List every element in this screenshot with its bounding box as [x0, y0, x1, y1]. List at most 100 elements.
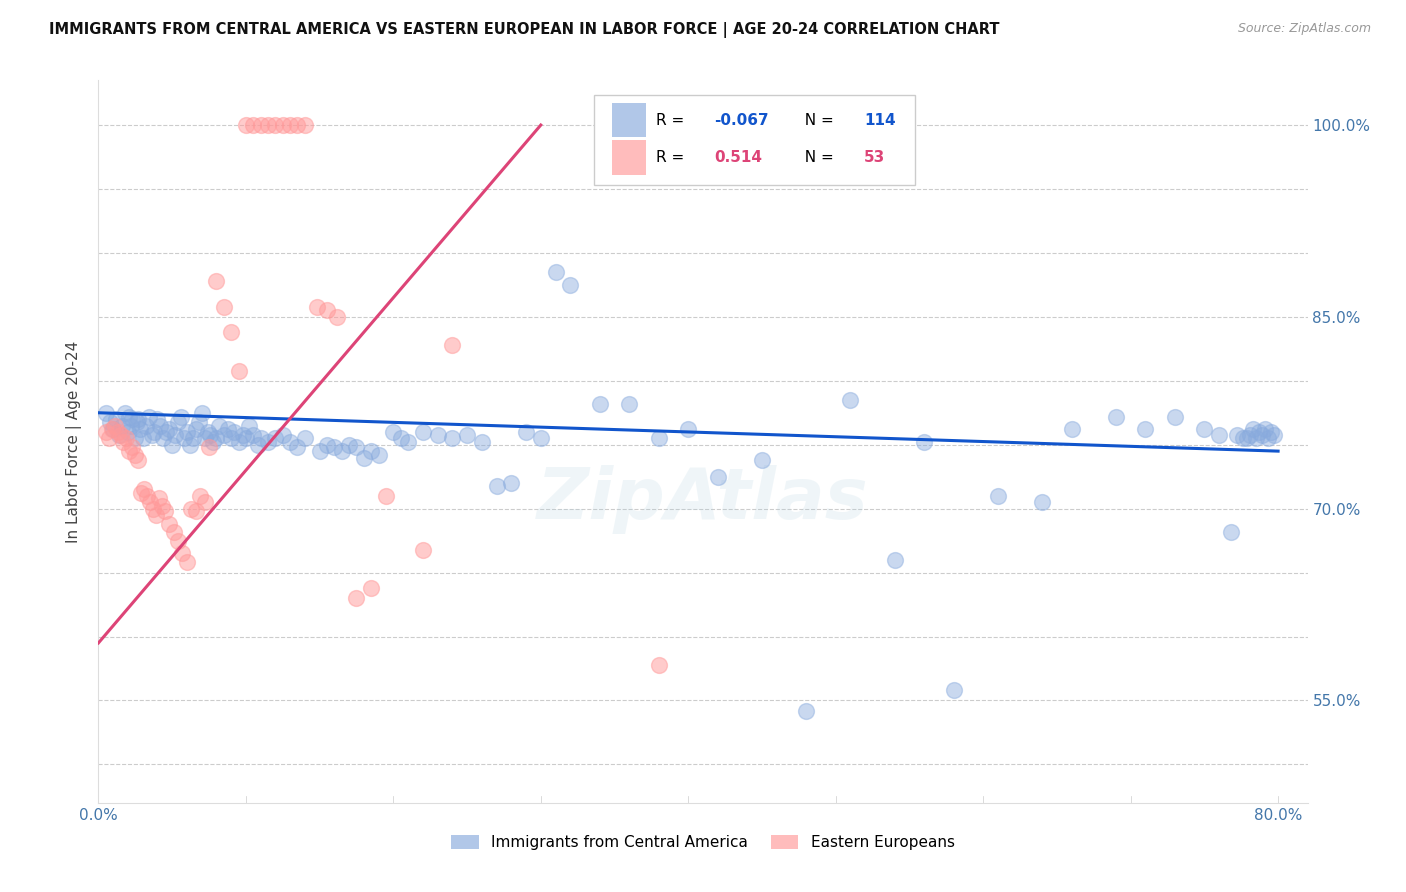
Point: [360, 581, 382, 595]
Point: [1236, 431, 1258, 445]
Point: [118, 409, 141, 424]
Point: [217, 422, 239, 436]
Point: [134, 483, 156, 497]
Point: [160, 438, 183, 452]
Point: [560, 277, 582, 292]
Point: [187, 415, 209, 429]
Point: [131, 431, 153, 445]
Point: [1105, 409, 1128, 424]
Point: [326, 310, 349, 324]
Point: [228, 435, 250, 450]
Point: [194, 495, 217, 509]
Point: [1060, 422, 1083, 436]
Point: [167, 415, 190, 429]
Point: [101, 422, 124, 436]
Text: R =: R =: [655, 150, 689, 165]
Point: [360, 444, 382, 458]
Point: [107, 425, 129, 439]
Point: [316, 303, 339, 318]
Point: [94, 406, 117, 420]
Point: [219, 431, 242, 445]
Point: [249, 431, 271, 445]
Point: [678, 422, 700, 436]
Point: [246, 438, 269, 452]
Point: [179, 438, 201, 452]
Point: [181, 431, 204, 445]
Point: [942, 683, 965, 698]
Point: [589, 397, 612, 411]
Point: [648, 431, 671, 445]
Point: [257, 435, 280, 450]
Point: [1031, 495, 1053, 509]
Point: [367, 448, 389, 462]
Point: [197, 425, 219, 439]
Point: [145, 508, 167, 522]
Point: [136, 489, 159, 503]
Point: [176, 555, 198, 569]
FancyBboxPatch shape: [613, 140, 647, 175]
Point: [120, 418, 142, 433]
Point: [94, 425, 117, 439]
Point: [188, 489, 211, 503]
Point: [1241, 422, 1264, 436]
Point: [396, 435, 419, 450]
Point: [441, 431, 464, 445]
Point: [104, 418, 127, 433]
Point: [149, 418, 172, 433]
Point: [456, 427, 478, 442]
Point: [212, 300, 235, 314]
Point: [148, 491, 170, 506]
Point: [1164, 409, 1187, 424]
Point: [228, 363, 250, 377]
Text: N =: N =: [794, 112, 838, 128]
Point: [264, 118, 287, 132]
Point: [330, 444, 353, 458]
Point: [180, 501, 202, 516]
Point: [619, 397, 641, 411]
Point: [249, 118, 271, 132]
Point: [139, 495, 162, 509]
Point: [162, 524, 184, 539]
Point: [202, 435, 225, 450]
Point: [194, 431, 217, 445]
Point: [1257, 431, 1279, 445]
Y-axis label: In Labor Force | Age 20-24: In Labor Force | Age 20-24: [66, 341, 83, 542]
Point: [706, 469, 728, 483]
Point: [1244, 431, 1267, 445]
Point: [238, 418, 260, 433]
Point: [121, 440, 143, 454]
Point: [138, 409, 160, 424]
Point: [124, 448, 146, 462]
FancyBboxPatch shape: [613, 103, 647, 137]
Point: [146, 412, 169, 426]
Point: [1250, 427, 1272, 442]
Point: [198, 440, 221, 454]
Point: [382, 425, 405, 439]
Point: [167, 533, 190, 548]
Point: [242, 118, 264, 132]
Point: [441, 338, 464, 352]
Point: [157, 422, 180, 436]
Point: [141, 427, 163, 442]
Point: [235, 118, 257, 132]
Point: [544, 265, 567, 279]
Point: [1226, 427, 1249, 442]
Text: Source: ZipAtlas.com: Source: ZipAtlas.com: [1237, 22, 1371, 36]
Point: [426, 427, 449, 442]
Point: [271, 427, 294, 442]
Point: [751, 453, 773, 467]
Text: IMMIGRANTS FROM CENTRAL AMERICA VS EASTERN EUROPEAN IN LABOR FORCE | AGE 20-24 C: IMMIGRANTS FROM CENTRAL AMERICA VS EASTE…: [49, 22, 1000, 38]
Point: [205, 431, 228, 445]
Point: [212, 427, 235, 442]
Text: R =: R =: [655, 112, 689, 128]
Point: [170, 409, 193, 424]
Point: [124, 431, 146, 445]
Point: [530, 431, 553, 445]
Point: [485, 478, 508, 492]
Point: [127, 453, 149, 467]
Point: [129, 486, 152, 500]
Point: [375, 489, 398, 503]
Point: [353, 450, 375, 465]
Point: [235, 431, 257, 445]
Text: 0.514: 0.514: [714, 150, 762, 165]
